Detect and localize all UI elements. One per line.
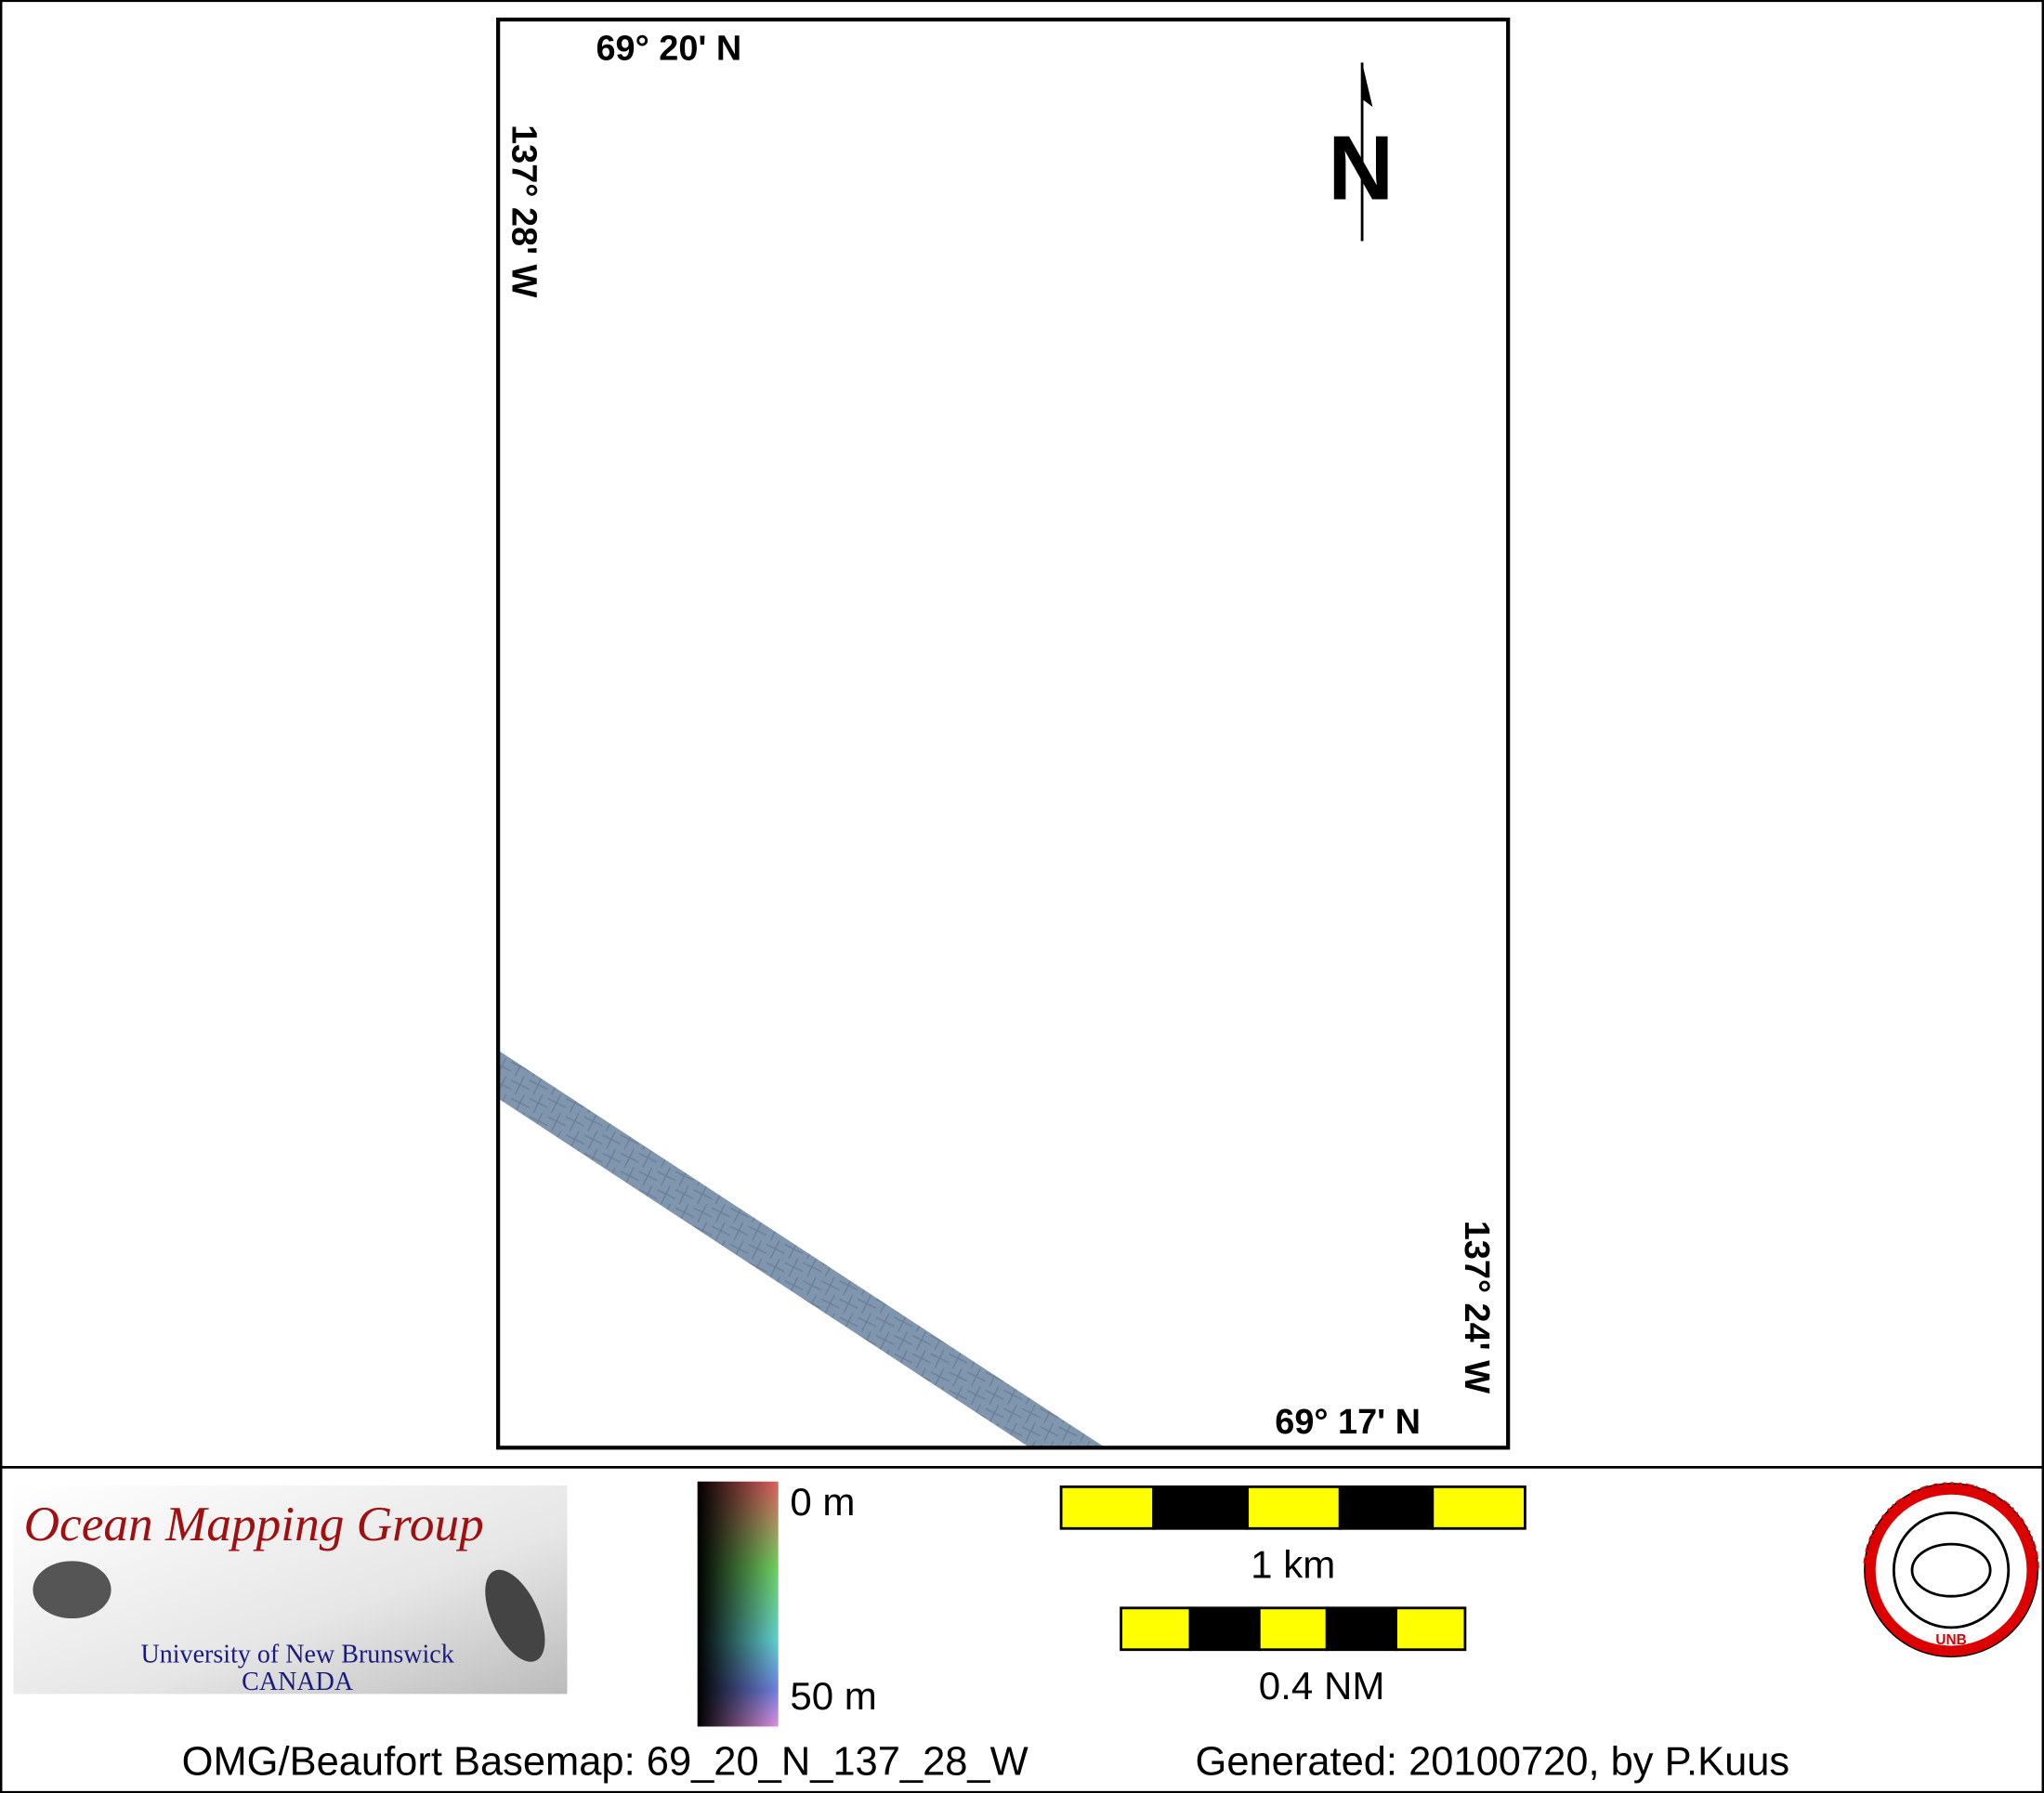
color-bar-shade	[697, 1481, 779, 1727]
north-label: N	[1328, 117, 1394, 219]
footer-basemap: OMG/Beaufort Basemap: 69_20_N_137_28_W	[182, 1739, 1029, 1784]
lat-top: 69° 20' N	[596, 30, 742, 69]
scale-label: 1 km	[1251, 1543, 1335, 1587]
seal-globe	[1892, 1512, 2011, 1629]
logo-title: Ocean Mapping Group	[24, 1497, 484, 1551]
depth-max-label: 50 m	[790, 1674, 877, 1718]
footer-generated: Generated: 20100720, by P.Kuus	[1196, 1739, 1790, 1784]
scale-label: 0.4 NM	[1259, 1664, 1385, 1708]
depth-min-label: 0 m	[790, 1480, 855, 1524]
scale-bar-km	[1059, 1485, 1526, 1530]
survey-swath	[498, 1050, 1106, 1448]
lat-bottom: 69° 17' N	[1275, 1403, 1421, 1442]
scale-bar-nm	[1120, 1606, 1467, 1652]
lon-left: 137° 28' W	[504, 124, 544, 297]
map-frame	[496, 17, 1511, 1450]
seal-ring	[1865, 1484, 2037, 1656]
logo-university: University of New Brunswick	[140, 1641, 454, 1669]
seal-globe	[1910, 1542, 1992, 1598]
logo-graphic	[485, 1569, 545, 1662]
lon-right: 137° 24' W	[1457, 1221, 1496, 1394]
logo-graphic	[33, 1561, 111, 1619]
logo-country: CANADA	[242, 1668, 354, 1696]
seal-bottom: UNB	[1935, 1632, 1966, 1648]
